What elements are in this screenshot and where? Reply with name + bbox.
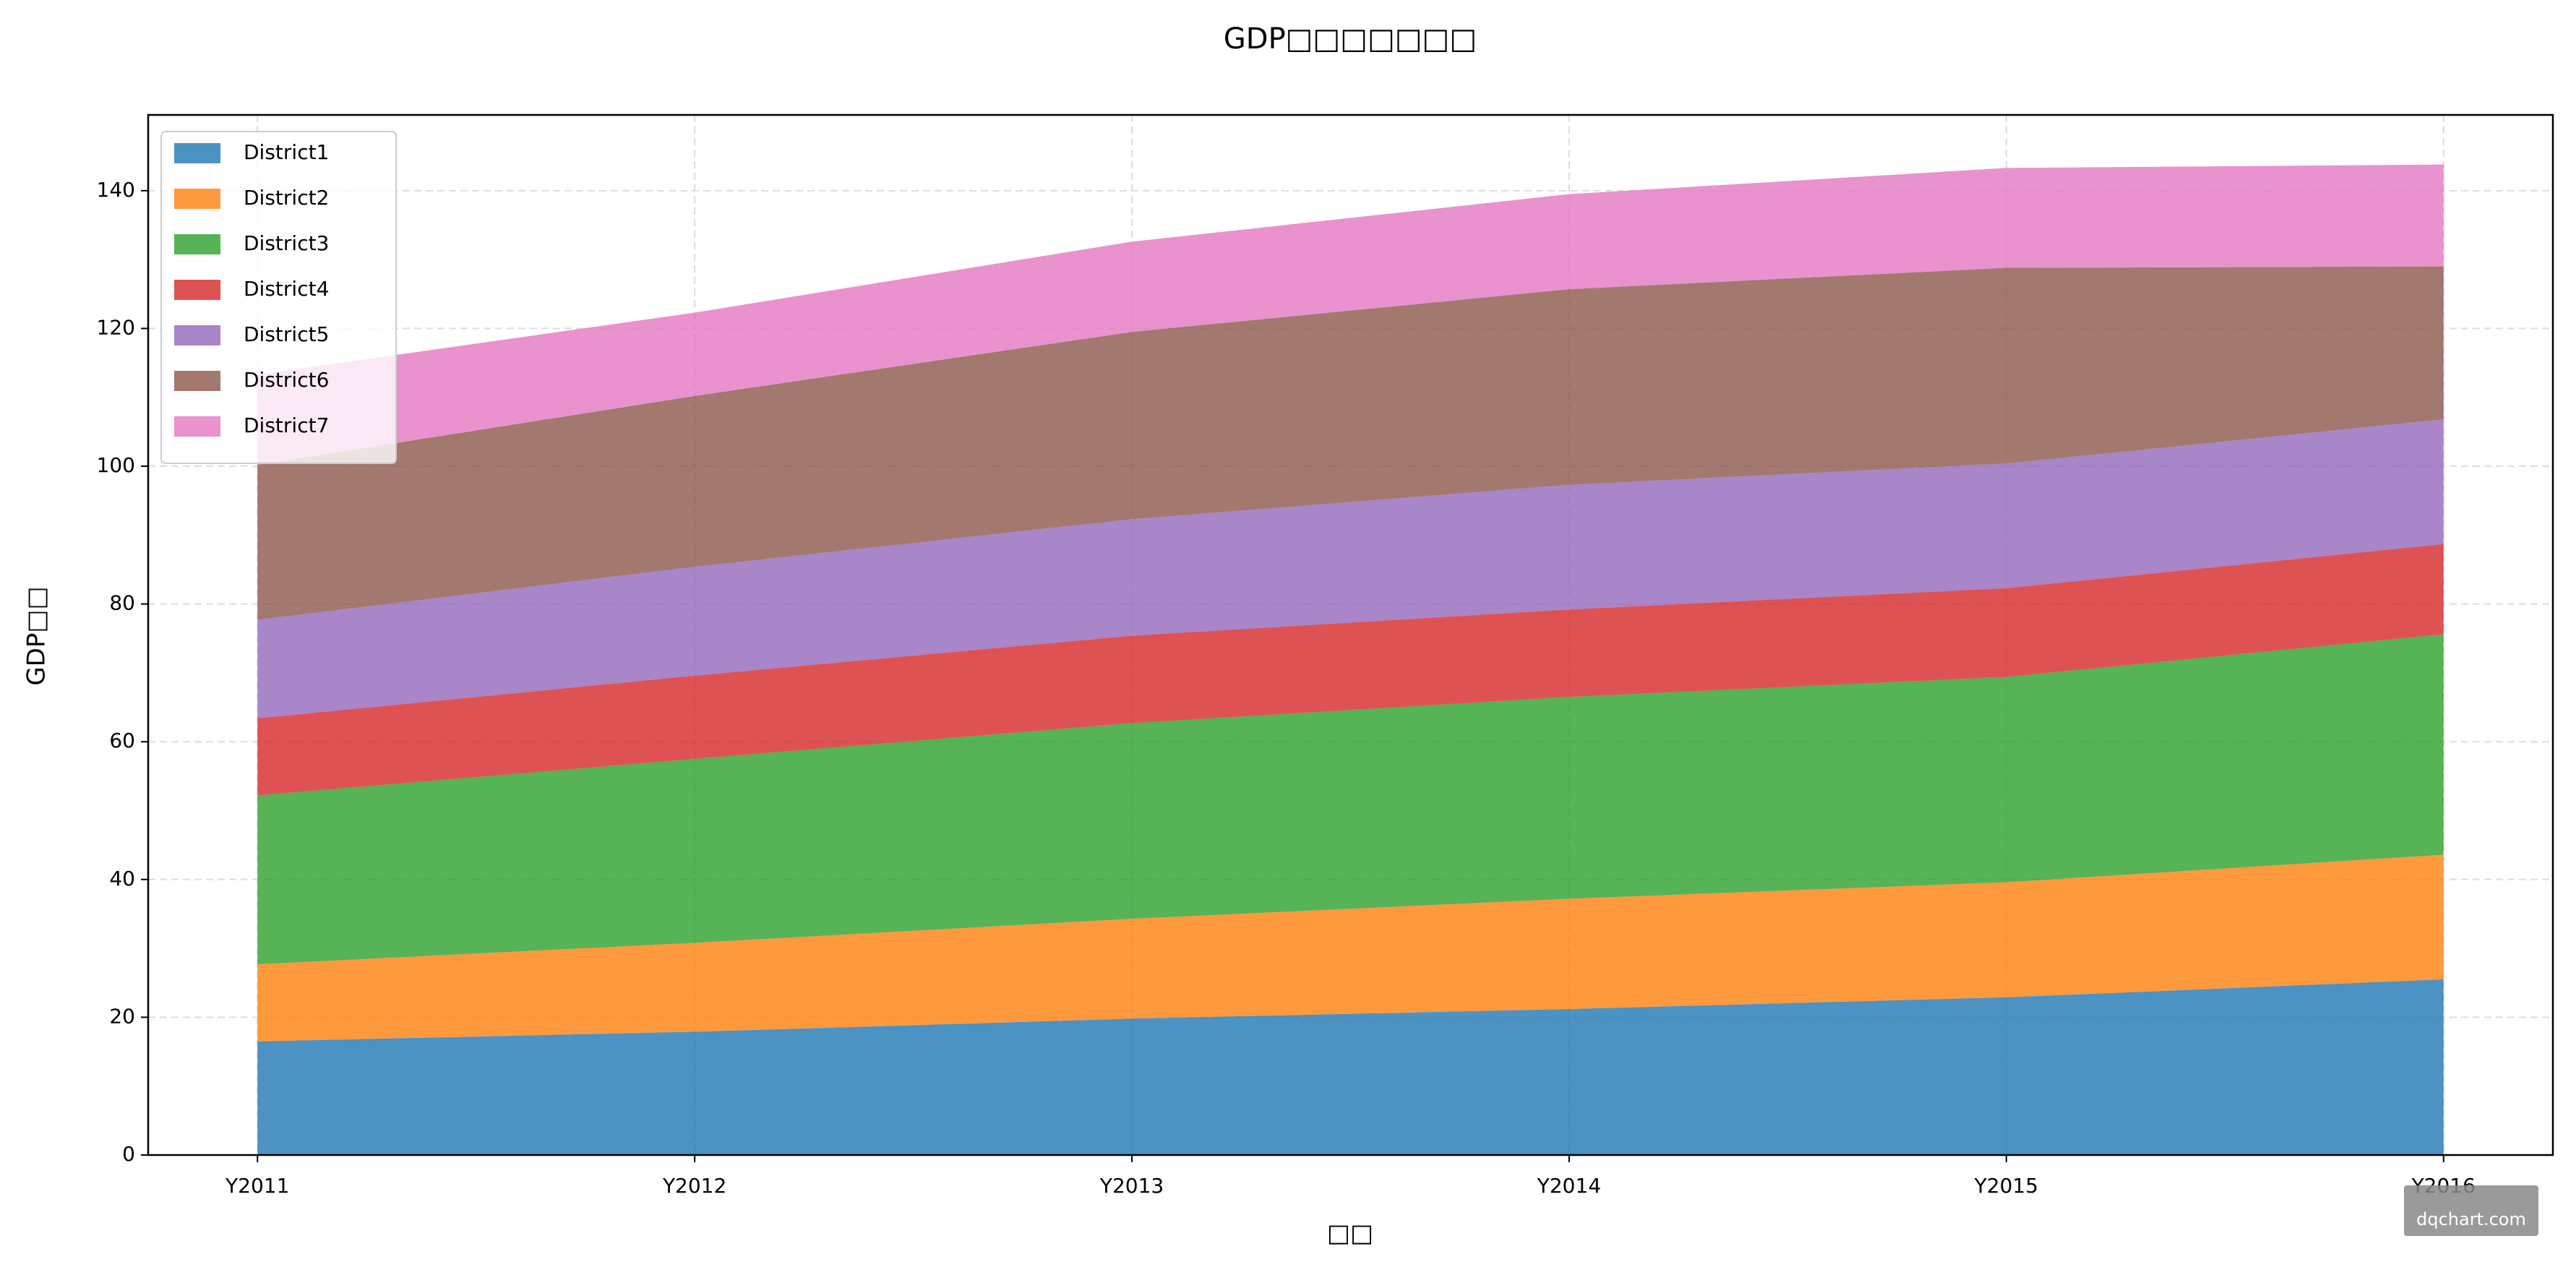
legend-label: District1 (244, 140, 329, 164)
y-tick-label: 0 (122, 1142, 135, 1166)
watermark: dqchart.com (2416, 1209, 2526, 1229)
y-tick-label: 140 (97, 178, 135, 202)
chart-title: GDP□□□□□□□ (1224, 22, 1477, 56)
legend-label: District4 (244, 277, 329, 301)
legend-swatch (174, 234, 220, 254)
x-tick-label: Y2015 (1974, 1174, 2038, 1198)
y-axis-label: GDP□□ (22, 586, 51, 685)
x-tick-label: Y2012 (662, 1174, 726, 1198)
legend-label: District6 (244, 368, 329, 392)
legend-swatch (174, 189, 220, 209)
legend-label: District2 (244, 186, 329, 210)
legend-swatch (174, 416, 220, 437)
y-tick-label: 100 (97, 453, 135, 477)
legend-label: District7 (244, 413, 329, 437)
x-axis-label: □□ (1327, 1219, 1373, 1248)
y-tick-label: 20 (109, 1004, 135, 1028)
y-tick-label: 80 (109, 591, 135, 615)
x-tick-label: Y2013 (1099, 1174, 1164, 1198)
area (257, 419, 2444, 718)
legend-swatch (174, 143, 220, 163)
area (257, 266, 2444, 620)
area (257, 164, 2444, 465)
legend-swatch (174, 371, 220, 391)
area (257, 634, 2444, 965)
area (257, 544, 2444, 796)
x-tick-label: Y2011 (225, 1174, 289, 1198)
watermark-box (2404, 1185, 2538, 1236)
plot-frame (147, 113, 2554, 1156)
area (257, 979, 2444, 1155)
area (257, 854, 2444, 1042)
legend-label: District3 (244, 231, 329, 255)
legend-label: District5 (244, 322, 329, 346)
x-tick-label: Y2014 (1537, 1174, 1601, 1198)
legend-swatch (174, 280, 220, 300)
y-tick-label: 40 (109, 867, 135, 890)
y-tick-label: 60 (109, 729, 135, 752)
y-tick-label: 120 (97, 315, 135, 339)
legend-swatch (174, 325, 220, 345)
